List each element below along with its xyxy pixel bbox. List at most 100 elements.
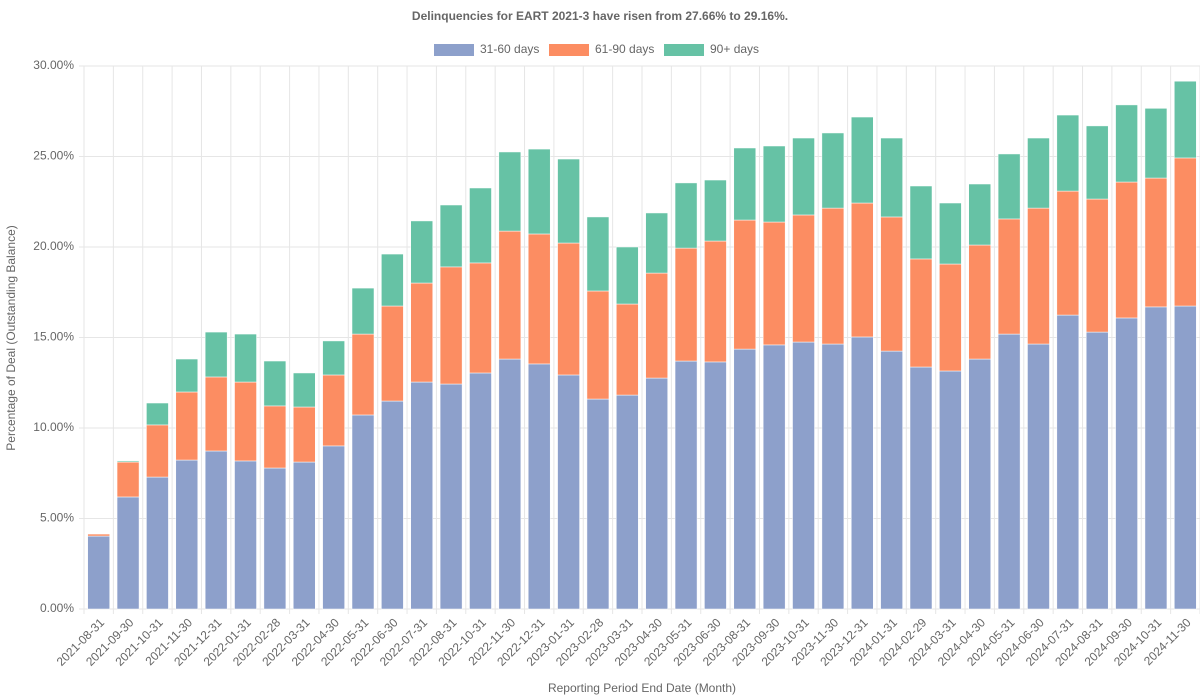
bar-segment xyxy=(616,303,639,396)
y-tick-label: 30.00% xyxy=(33,58,74,72)
bar-segment xyxy=(586,290,610,400)
bar-segment xyxy=(351,414,375,610)
bar-segment xyxy=(1027,137,1050,209)
bar-segment xyxy=(704,240,727,363)
bar-segment xyxy=(674,360,698,610)
bar-segment xyxy=(909,185,933,260)
bar-segment xyxy=(997,333,1021,610)
bar-segment xyxy=(439,204,463,268)
bar-segment xyxy=(204,376,228,452)
x-axis-title: Reporting Period End Date (Month) xyxy=(548,681,736,695)
y-tick-label: 10.00% xyxy=(33,420,74,434)
bar-segment xyxy=(939,263,962,372)
bar-segment xyxy=(263,405,287,469)
bar-segment xyxy=(939,370,962,610)
bar-segment xyxy=(87,533,110,537)
bar-segment xyxy=(616,246,639,305)
bar-segment xyxy=(498,151,522,232)
bar-segment xyxy=(234,381,257,462)
bar-segment xyxy=(410,220,433,284)
y-tick-label: 25.00% xyxy=(33,149,74,163)
bar-segment xyxy=(762,221,786,346)
bar-segment xyxy=(733,147,757,221)
bar-segment xyxy=(645,377,668,610)
bar-segment xyxy=(674,247,698,362)
legend-swatch[interactable] xyxy=(549,44,589,56)
bar-segment xyxy=(851,336,874,610)
bar-segment xyxy=(997,153,1021,220)
bar-segment xyxy=(1115,317,1138,610)
bar-segment xyxy=(733,348,757,610)
bar-segment xyxy=(1085,125,1109,200)
bar-segment xyxy=(1174,305,1197,610)
bar-segment xyxy=(322,340,345,376)
bar-segment xyxy=(880,137,903,218)
bar-segment xyxy=(762,344,786,610)
bar-segment xyxy=(1174,80,1197,159)
bar-segment xyxy=(234,460,257,610)
bar-segment xyxy=(527,363,551,610)
bar-segment xyxy=(410,381,433,610)
bar-segment xyxy=(410,282,433,383)
bar-segment xyxy=(204,450,228,610)
bar-segment xyxy=(1056,314,1080,610)
bar-segment xyxy=(557,242,580,376)
bar-segment xyxy=(498,230,522,360)
bar-segment xyxy=(351,287,375,335)
bar-segment xyxy=(586,216,610,292)
bar-segment xyxy=(146,424,169,478)
bar-segment xyxy=(674,182,698,249)
bar-segment xyxy=(792,341,815,610)
bar-segment xyxy=(792,214,815,343)
bar-segment xyxy=(997,218,1021,335)
bar-segment xyxy=(762,145,786,223)
bar-segment xyxy=(821,207,845,345)
bar-segment xyxy=(175,459,199,610)
bar-segment xyxy=(557,374,580,610)
bar-segment xyxy=(586,398,610,610)
bar-segment xyxy=(645,272,668,379)
bar-segment xyxy=(821,132,845,209)
bar-segment xyxy=(909,366,933,610)
bar-segment xyxy=(469,372,492,610)
legend-label[interactable]: 90+ days xyxy=(710,42,759,56)
bar-segment xyxy=(293,406,316,463)
bar-segment xyxy=(1144,177,1168,308)
legend-label[interactable]: 31-60 days xyxy=(480,42,539,56)
legend-swatch[interactable] xyxy=(434,44,474,56)
bar-segment xyxy=(909,258,933,368)
bar-segment xyxy=(498,358,522,610)
bar-segment xyxy=(557,158,580,244)
bar-segment xyxy=(116,461,140,498)
bar-segment xyxy=(1174,157,1197,307)
bar-segment xyxy=(968,244,991,360)
bar-segment xyxy=(880,216,903,352)
bar-segment xyxy=(175,358,199,393)
chart-title: Delinquencies for EART 2021-3 have risen… xyxy=(412,9,788,23)
bar-segment xyxy=(116,460,140,463)
bar-segment xyxy=(1144,306,1168,610)
bar-segment xyxy=(1115,181,1138,319)
bar-segment xyxy=(116,496,140,610)
bar-segment xyxy=(469,187,492,264)
bar-segment xyxy=(1115,104,1138,183)
bar-segment xyxy=(792,137,815,216)
bar-segment xyxy=(704,361,727,610)
bar-segment xyxy=(263,467,287,610)
legend-label[interactable]: 61-90 days xyxy=(595,42,654,56)
legend-swatch[interactable] xyxy=(664,44,704,56)
bar-segment xyxy=(351,333,375,416)
bar-segment xyxy=(322,445,345,610)
bar-segment xyxy=(704,179,727,242)
bar-segment xyxy=(851,202,874,338)
y-axis-title: Percentage of Deal (Outstanding Balance) xyxy=(4,225,18,450)
bar-segment xyxy=(469,262,492,374)
y-tick-label: 0.00% xyxy=(40,601,74,615)
bar-segment xyxy=(1085,198,1109,333)
bar-segment xyxy=(293,461,316,610)
bar-segment xyxy=(87,535,110,610)
bar-segment xyxy=(204,331,228,378)
bar-segment xyxy=(939,202,962,265)
